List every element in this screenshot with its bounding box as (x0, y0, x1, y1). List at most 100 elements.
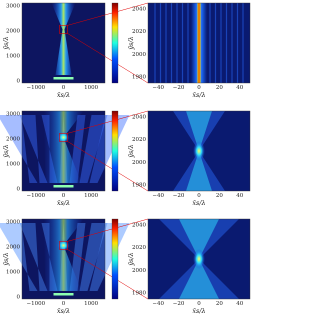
y-axis-label: ȳs/λ (127, 252, 135, 266)
stripe (242, 3, 244, 83)
x-tick-label: −20 (173, 301, 185, 307)
x-tick-label: 0 (62, 301, 66, 307)
zoom-line (67, 110, 149, 134)
beam (43, 111, 84, 183)
lobe (0, 115, 38, 183)
source (53, 185, 74, 188)
y-tick-label: 1000 (6, 54, 20, 60)
x-tick-label: −40 (152, 301, 164, 307)
stripe (209, 3, 211, 83)
y-tick-label: 2040 (132, 223, 146, 229)
x-tick-label: 1000 (84, 301, 98, 307)
y-tick-label: 1000 (6, 270, 20, 276)
lobe (19, 223, 48, 291)
y-tick-label: 0 (17, 187, 21, 193)
lobe (0, 223, 38, 291)
colorbar (111, 218, 119, 300)
focus (57, 131, 70, 144)
lobe (79, 115, 108, 183)
stripe (170, 3, 173, 83)
y-tick-label: 2000 (6, 137, 20, 143)
x-tick-label: −40 (152, 85, 164, 91)
zoom-line (67, 141, 149, 192)
x-axis-label: x̄s/λ (192, 307, 205, 315)
focus (57, 239, 70, 252)
zoom-line (67, 33, 149, 84)
y-tick-label: 2020 (132, 137, 146, 143)
y-tick-label: 3000 (6, 112, 20, 118)
y-tick-label: 0 (17, 295, 21, 301)
x-axis-label: x̄s/λ (57, 199, 70, 207)
y-tick-label: 2000 (132, 160, 146, 166)
y-tick-label: 1980 (132, 75, 146, 81)
stripe (187, 3, 189, 83)
y-tick-label: 3000 (6, 4, 20, 10)
colorbar (111, 2, 119, 84)
x-tick-label: 20 (216, 301, 223, 307)
lobe (19, 115, 48, 183)
y-tick-label: 2020 (132, 29, 146, 35)
stripe (154, 3, 156, 83)
x-tick-label: 20 (216, 193, 223, 199)
beam (51, 3, 76, 75)
zoom-box (59, 241, 68, 250)
x-tick-label: −1000 (27, 193, 46, 199)
stripe (220, 3, 222, 83)
x-tick-label: 0 (197, 85, 201, 91)
lobe (89, 115, 130, 183)
stripe (181, 3, 184, 83)
x-tick-label: −40 (152, 193, 164, 199)
focus (193, 249, 205, 269)
y-axis-label: ȳs/λ (2, 252, 10, 266)
cone (173, 111, 225, 191)
y-tick-label: 2000 (132, 268, 146, 274)
y-tick-label: 2000 (6, 29, 20, 35)
stripe (165, 3, 167, 83)
zoom-box (59, 25, 68, 34)
x-tick-label: −1000 (27, 85, 46, 91)
y-tick-label: 2040 (132, 115, 146, 121)
lobe (79, 223, 108, 291)
y-tick-label: 2020 (132, 245, 146, 251)
stripe (176, 3, 178, 83)
zoom-line (67, 218, 149, 242)
cone (186, 111, 212, 191)
x-tick-label: 0 (62, 85, 66, 91)
zoom-line (67, 2, 149, 26)
cone (159, 219, 239, 299)
y-axis-label: ȳs/λ (127, 36, 135, 50)
y-tick-label: 1980 (132, 183, 146, 189)
x-tick-label: −20 (173, 193, 185, 199)
x-tick-label: −1000 (27, 301, 46, 307)
x-tick-label: 1000 (84, 85, 98, 91)
focus (193, 141, 205, 161)
zoom-box (59, 133, 68, 142)
stripe (231, 3, 233, 83)
y-tick-label: 1980 (132, 291, 146, 297)
y-tick-label: 2000 (132, 52, 146, 58)
x-axis-label: x̄s/λ (192, 199, 205, 207)
x-axis-label: x̄s/λ (57, 91, 70, 99)
x-tick-label: −20 (173, 85, 185, 91)
stripe (236, 3, 239, 83)
x-tick-label: 1000 (84, 193, 98, 199)
cone (179, 219, 219, 299)
x-tick-label: 40 (236, 85, 243, 91)
x-axis-label: x̄s/λ (192, 91, 205, 99)
x-tick-label: 40 (236, 301, 243, 307)
x-tick-label: 40 (236, 193, 243, 199)
frame (147, 2, 251, 84)
stripe (225, 3, 228, 83)
x-tick-label: 0 (62, 193, 66, 199)
source (53, 77, 74, 80)
y-tick-label: 0 (17, 79, 21, 85)
frame (21, 2, 106, 84)
lobe (89, 223, 130, 291)
y-axis-label: ȳs/λ (127, 144, 135, 158)
main-stripe (191, 3, 207, 83)
beam (43, 219, 84, 291)
y-axis-label: ȳs/λ (2, 36, 10, 50)
x-tick-label: 20 (216, 85, 223, 91)
x-tick-label: 0 (197, 301, 201, 307)
